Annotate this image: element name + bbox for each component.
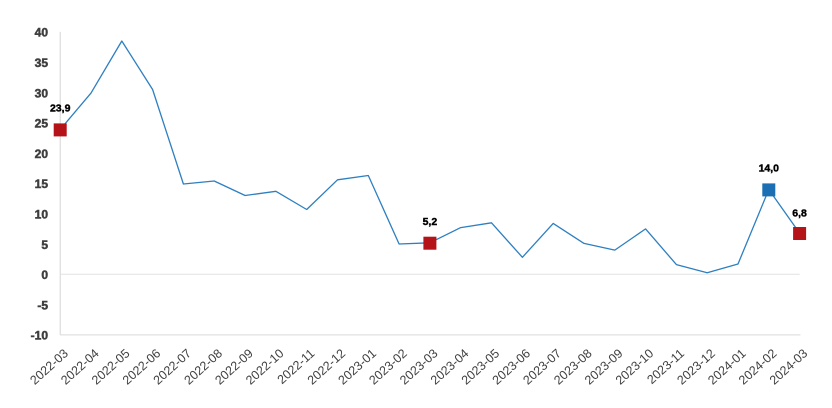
svg-text:6,8: 6,8 <box>792 208 807 220</box>
svg-text:5,2: 5,2 <box>423 216 438 228</box>
svg-text:35: 35 <box>35 56 49 70</box>
svg-text:0: 0 <box>41 268 48 282</box>
svg-text:10: 10 <box>35 208 49 222</box>
svg-text:40: 40 <box>35 26 49 40</box>
svg-text:20: 20 <box>35 147 49 161</box>
svg-text:-5: -5 <box>37 298 48 312</box>
svg-text:23,9: 23,9 <box>50 103 71 115</box>
svg-text:15: 15 <box>35 177 49 191</box>
svg-text:14,0: 14,0 <box>759 163 780 175</box>
svg-text:25: 25 <box>35 117 49 131</box>
svg-text:30: 30 <box>35 86 49 100</box>
svg-text:-10: -10 <box>31 329 49 343</box>
svg-text:5: 5 <box>41 238 48 252</box>
